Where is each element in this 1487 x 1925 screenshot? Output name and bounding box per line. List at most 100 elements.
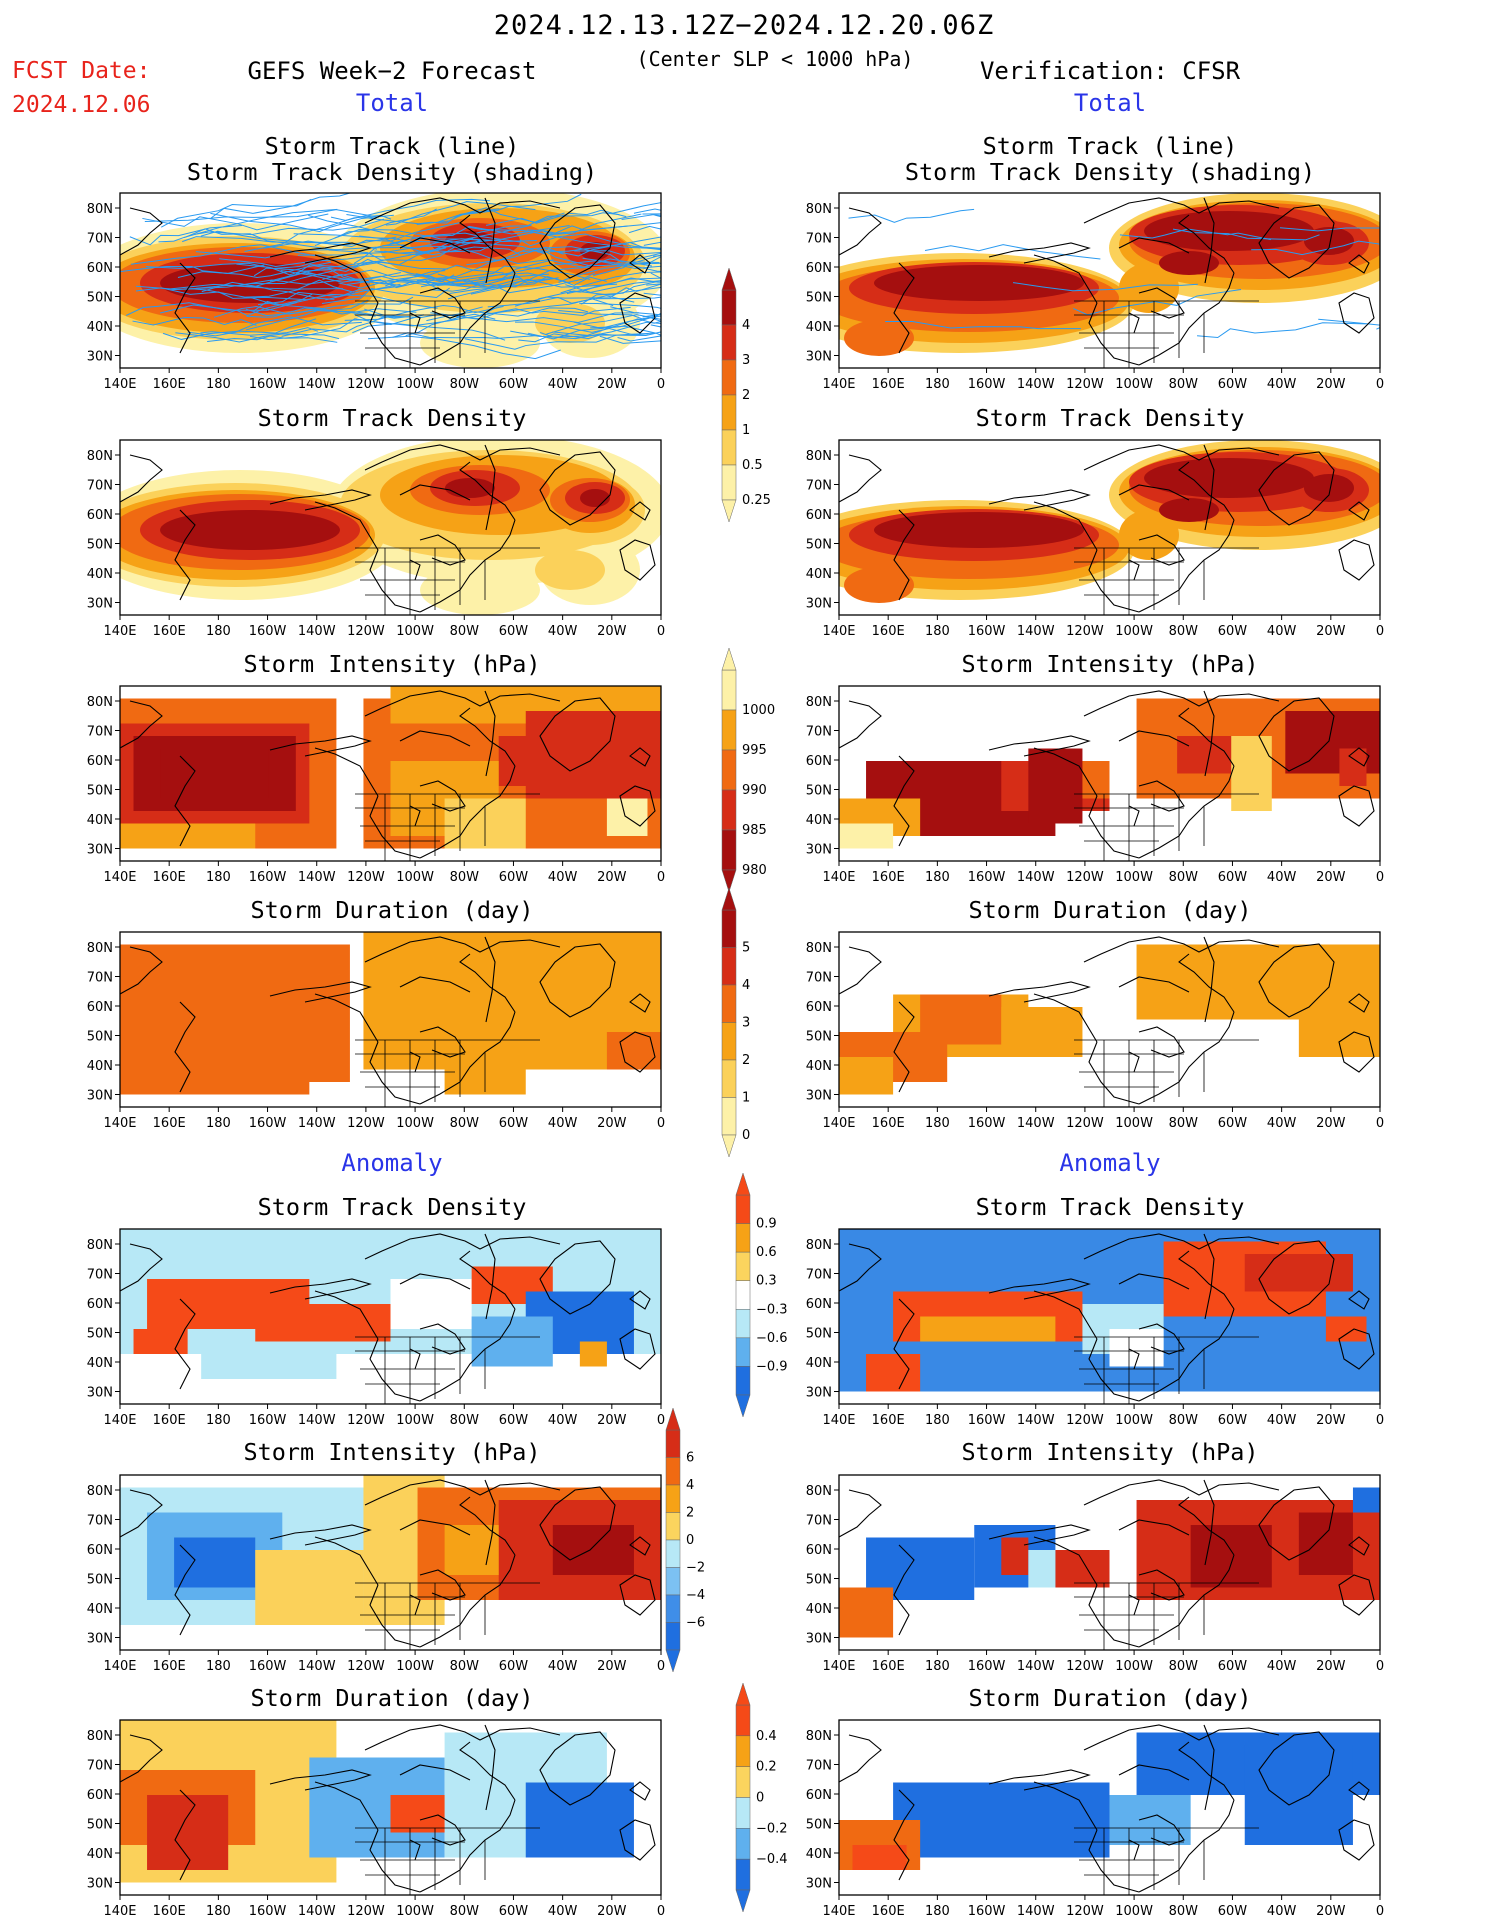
lon-tick-label: 120W [1066, 377, 1104, 392]
panel-title-track-r2: Storm Track Density (shading) [904, 158, 1316, 186]
lon-tick-label: 100W [1115, 1659, 1153, 1674]
lat-tick-label: 80N [87, 1729, 113, 1744]
lat-tick-label: 50N [87, 1030, 113, 1045]
lon-tick-label: 0 [1376, 1659, 1384, 1674]
lon-tick-label: 160E [153, 377, 186, 392]
map-frame [119, 685, 662, 862]
panel-duration-verif: 140E 160E 180 160W 140W 120W 100W 80W 60W 40W 20W 0… [806, 931, 1384, 1131]
lat-tick-label: 80N [87, 941, 113, 956]
lat-tick-label: 80N [806, 449, 832, 464]
lat-tick-label: 70N [806, 232, 832, 247]
lon-tick-label: 0 [1376, 1904, 1384, 1919]
lon-tick-label: 100W [396, 1659, 434, 1674]
lon-tick-label: 160E [153, 1659, 186, 1674]
lat-tick-label: 60N [806, 508, 832, 523]
colorbar-segment [665, 1594, 681, 1623]
lon-tick-label: 160W [249, 377, 287, 392]
lon-tick-label: 180 [206, 870, 231, 885]
lon-tick-label: 180 [925, 1659, 950, 1674]
map-frame [119, 1228, 662, 1405]
lon-tick-label: 160W [249, 1116, 287, 1131]
panel-duration-anom-forecast: 140E 160E 180 160W 140W 120W 100W 80W 60W 40W 20W 0… [87, 1719, 665, 1919]
panel-title-intensity-anom-right: Storm Intensity (hPa) [961, 1438, 1259, 1466]
gefs-title: GEFS Week−2 Forecast [247, 57, 537, 85]
lat-tick-label: 30N [806, 843, 832, 858]
lon-tick-label: 180 [206, 377, 231, 392]
lon-tick-label: 160E [872, 1904, 905, 1919]
lon-tick-label: 0 [657, 1413, 665, 1428]
lon-tick-label: 80W [1169, 1659, 1199, 1674]
lon-tick-label: 60W [1218, 377, 1248, 392]
lon-tick-label: 80W [450, 377, 480, 392]
lon-tick-label: 160E [153, 624, 186, 639]
lat-tick-label: 30N [87, 597, 113, 612]
lat-tick-label: 30N [806, 1632, 832, 1647]
lon-tick-label: 20W [597, 377, 627, 392]
lon-tick-label: 20W [597, 870, 627, 885]
colorbar-segment [721, 669, 737, 711]
lat-tick-label: 70N [806, 1514, 832, 1529]
lon-tick-label: 140W [298, 1659, 336, 1674]
colorbar-segment [735, 1251, 751, 1281]
lon-tick-label: 160E [153, 1413, 186, 1428]
colorbar-segment [735, 1735, 751, 1767]
lat-tick-label: 50N [87, 1327, 113, 1342]
lon-tick-label: 40W [548, 377, 578, 392]
colorbar-segment [735, 1766, 751, 1798]
panel-title-track-r1: Storm Track (line) [982, 132, 1238, 160]
lon-tick-label: 120W [347, 1904, 385, 1919]
panel-title-intensity-right: Storm Intensity (hPa) [961, 650, 1259, 678]
lon-tick-label: 100W [1115, 870, 1153, 885]
lon-tick-label: 120W [1066, 1659, 1104, 1674]
colorbar-segment [721, 909, 737, 948]
colorbar-label: 995 [742, 743, 767, 758]
colorbar-segment [721, 464, 737, 501]
lon-tick-label: 120W [347, 1116, 385, 1131]
lon-tick-label: 80W [450, 624, 480, 639]
colorbar-label: 990 [742, 783, 767, 798]
lon-tick-label: 140W [298, 1904, 336, 1919]
lon-tick-label: 40W [548, 624, 578, 639]
colorbar-segment [735, 1366, 751, 1396]
lon-tick-label: 100W [1115, 624, 1153, 639]
colorbar-top-arrow [721, 887, 737, 911]
lat-tick-label: 70N [806, 725, 832, 740]
lon-tick-label: 180 [925, 377, 950, 392]
lon-tick-label: 0 [1376, 1413, 1384, 1428]
panel-title-duration-anom-left: Storm Duration (day) [250, 1684, 534, 1712]
colorbar-segment [721, 359, 737, 396]
lon-tick-label: 40W [1267, 1116, 1297, 1131]
lat-tick-label: 60N [806, 1788, 832, 1803]
lon-tick-label: 60W [499, 1413, 529, 1428]
panel-title-duration-anom-right: Storm Duration (day) [968, 1684, 1252, 1712]
colorbar-bottom-arrow [735, 1889, 751, 1913]
colorbar-segment [665, 1539, 681, 1568]
lon-tick-label: 160E [872, 1116, 905, 1131]
colorbar-label: 4 [686, 1478, 694, 1493]
lon-tick-label: 140W [298, 377, 336, 392]
lon-tick-label: 20W [597, 624, 627, 639]
lat-tick-label: 70N [87, 479, 113, 494]
colorbar-label: 0.6 [756, 1245, 777, 1260]
lat-tick-label: 60N [806, 1543, 832, 1558]
lon-tick-label: 160W [968, 377, 1006, 392]
lat-tick-label: 40N [87, 1356, 113, 1371]
total-label-left: Total [355, 89, 429, 117]
lon-tick-label: 140W [298, 870, 336, 885]
colorbar-label: 4 [742, 978, 750, 993]
colorbar-label: 0.25 [742, 493, 771, 508]
lon-tick-label: 160E [872, 870, 905, 885]
lat-tick-label: 60N [87, 1788, 113, 1803]
lon-tick-label: 40W [548, 870, 578, 885]
lat-tick-label: 30N [806, 597, 832, 612]
colorbar-label: 2 [742, 388, 750, 403]
lon-tick-label: 60W [499, 1659, 529, 1674]
lat-tick-label: 70N [87, 725, 113, 740]
colorbar-segment [665, 1429, 681, 1458]
lat-tick-label: 80N [87, 202, 113, 217]
lon-tick-label: 140E [822, 377, 855, 392]
lon-tick-label: 0 [1376, 1116, 1384, 1131]
lon-tick-label: 160W [968, 1413, 1006, 1428]
lon-tick-label: 180 [925, 1413, 950, 1428]
